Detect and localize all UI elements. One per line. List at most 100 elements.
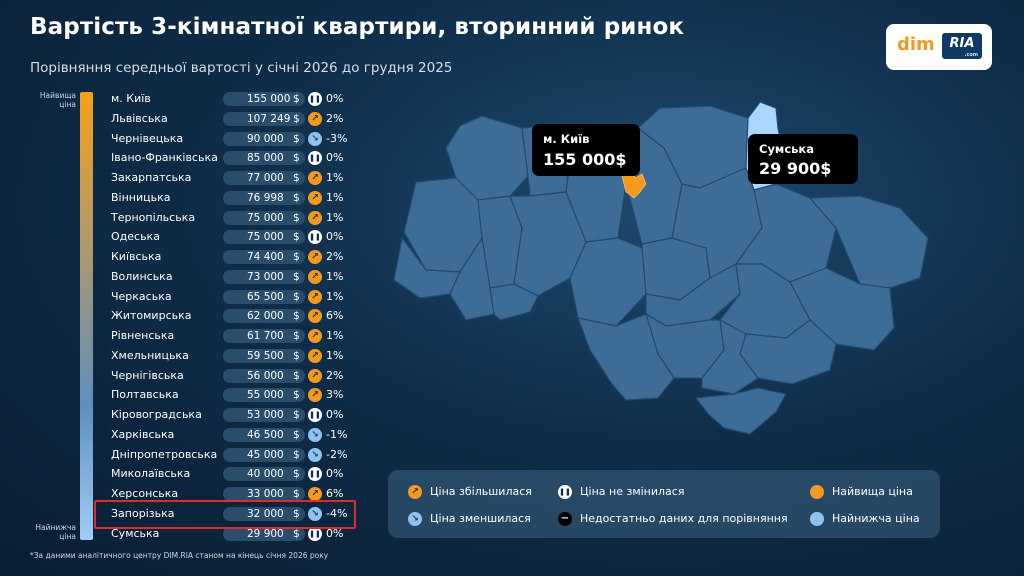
lowest-price-dot-icon [810, 512, 824, 526]
footnote: *За даними аналітичного центру DIM.RIA с… [30, 551, 329, 560]
pause-icon: ❚❚ [308, 230, 322, 245]
region-price-group: 76 998 $ ↗ 1% [223, 190, 403, 205]
region-name: Полтавська [111, 388, 179, 402]
region-row: Сумська 29 900 $ ❚❚ 0% [111, 526, 361, 542]
pause-icon: ❚❚ [308, 92, 322, 106]
dim-ria-logo[interactable]: dim RIA .com [886, 24, 992, 70]
region-row: Чернівецька 90 000 $ ↘ -3% [111, 131, 361, 147]
ukraine-map [393, 101, 929, 435]
region-price: 77 000 [247, 172, 284, 184]
currency-symbol: $ [293, 468, 300, 481]
region-name: Житомирська [111, 309, 192, 323]
legend-up-label: Ціна збільшилася [430, 485, 532, 498]
region-price: 90 000 [247, 132, 284, 145]
region-price: 75 000 [247, 211, 284, 224]
region-change: 0% [326, 151, 344, 165]
currency-symbol: $ [293, 330, 300, 342]
arrow-down-icon: ↘ [308, 131, 322, 146]
region-row: Кіровоградська 53 000 $ ❚❚ 0% [111, 407, 361, 423]
region-price-group: 55 000 $ ↗ 3% [223, 388, 403, 403]
region-price-group: 75 000 $ ❚❚ 0% [223, 230, 403, 245]
region-price: 76 998 [247, 191, 284, 204]
region-row: Рівненська 61 700 $ ↗ 1% [111, 328, 361, 344]
region-change: 0% [326, 467, 344, 481]
region-price: 56 000 [247, 369, 284, 382]
region-price: 74 400 [247, 251, 284, 263]
arrow-up-icon: ↗ [308, 487, 322, 501]
price-pill: 61 700 $ [223, 329, 305, 343]
region-name: Дніпропетровська [111, 447, 218, 461]
region-price: 107 249 [247, 112, 291, 125]
legend-low-label: Найнижча ціна [832, 512, 920, 525]
region-name: Одеська [111, 230, 160, 244]
price-pill: 74 400 $ [223, 250, 305, 264]
currency-symbol: $ [293, 349, 300, 362]
price-pill: 73 000 $ [223, 269, 305, 284]
arrow-down-icon: ↘ [408, 512, 422, 526]
region-price: 61 700 [247, 330, 284, 342]
region-price-group: 45 000 $ ↘ -2% [223, 447, 403, 462]
region-change: 6% [326, 487, 344, 500]
map-legend: ↗ Ціна збільшилася ❚❚ Ціна не змінилася … [388, 470, 940, 538]
region-name: Черкаська [111, 289, 172, 303]
page-subtitle: Порівняння середньої вартості у січні 20… [30, 60, 453, 76]
region-row: м. Київ 155 000 $ ❚❚ 0% [111, 91, 361, 107]
currency-symbol: $ [293, 448, 300, 461]
region-change: 6% [326, 309, 344, 323]
region-row: Миколаївська 40 000 $ ❚❚ 0% [111, 466, 361, 482]
region-price-group: 29 900 $ ❚❚ 0% [223, 526, 403, 541]
currency-symbol: $ [293, 409, 300, 421]
region-row: Вінницька 76 998 $ ↗ 1% [111, 190, 361, 206]
region-row: Київська 74 400 $ ↗ 2% [111, 249, 361, 265]
region-row: Закарпатська 77 000 $ ↗ 1% [111, 170, 361, 186]
region-name: Миколаївська [111, 467, 191, 481]
logo-ria-badge: RIA .com [942, 33, 982, 59]
region-change: -3% [326, 131, 348, 145]
highest-price-dot-icon [810, 485, 824, 499]
arrow-up-icon: ↗ [308, 309, 322, 324]
page-title: Вартість 3-кімнатної квартири, вторинний… [30, 14, 685, 40]
currency-symbol: $ [293, 93, 300, 105]
region-name: Тернопільська [111, 210, 196, 224]
region-change: -1% [326, 427, 348, 441]
region-price: 65 500 [247, 290, 284, 303]
logo-dim-text: dim [897, 34, 935, 55]
region-price-group: 53 000 $ ❚❚ 0% [223, 408, 403, 422]
map-region-luhanska [809, 195, 929, 289]
callout-kyiv-price: 155 000$ [543, 150, 627, 169]
region-price: 32 000 [247, 507, 284, 520]
region-price: 73 000 [247, 270, 284, 283]
currency-symbol: $ [293, 527, 300, 540]
region-row: Житомирська 62 000 $ ↗ 6% [111, 308, 361, 324]
arrow-down-icon: ↘ [308, 447, 322, 462]
price-pill: 29 900 $ [223, 526, 305, 541]
region-price-group: 56 000 $ ↗ 2% [223, 368, 403, 383]
price-pill: 77 000 $ [223, 171, 305, 185]
map-region-crimea [695, 387, 787, 435]
region-price-group: 33 000 $ ↗ 6% [223, 487, 403, 501]
region-name: Кіровоградська [111, 408, 202, 421]
currency-symbol: $ [293, 231, 300, 244]
price-pill: 55 000 $ [223, 388, 305, 403]
legend-down-label: Ціна зменшилася [430, 512, 531, 525]
region-price: 59 500 [247, 349, 284, 362]
region-price: 46 500 [247, 428, 284, 441]
region-price: 45 000 [247, 448, 284, 461]
region-change: -4% [326, 506, 348, 520]
region-price-group: 61 700 $ ↗ 1% [223, 329, 403, 343]
price-pill: 33 000 $ [223, 487, 305, 501]
region-change: 2% [326, 368, 344, 382]
region-price-group: 77 000 $ ↗ 1% [223, 171, 403, 185]
region-name: Вінницька [111, 190, 171, 204]
region-price-group: 59 500 $ ↗ 1% [223, 348, 403, 363]
region-row: Черкаська 65 500 $ ↗ 1% [111, 289, 361, 305]
price-pill: 107 249 $ [223, 111, 305, 126]
region-change: 1% [326, 190, 344, 204]
currency-symbol: $ [293, 191, 300, 204]
region-price: 85 000 [247, 152, 284, 165]
region-price: 75 000 [247, 231, 284, 244]
region-name: Київська [111, 250, 162, 263]
pause-icon: ❚❚ [308, 408, 322, 422]
region-price: 55 000 [247, 389, 284, 402]
region-row: Хмельницька 59 500 $ ↗ 1% [111, 348, 361, 364]
